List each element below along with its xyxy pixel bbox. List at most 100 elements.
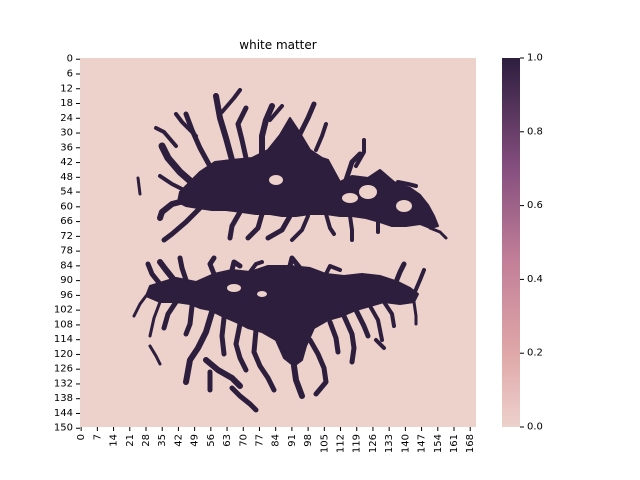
lower-branch-26 bbox=[327, 319, 341, 355]
lower-branch-16 bbox=[183, 303, 195, 337]
lower-branch-28 bbox=[353, 307, 371, 339]
upper-branch-10 bbox=[235, 105, 249, 161]
x-tick-label: 154 bbox=[433, 434, 444, 453]
x-tick-label: 7 bbox=[92, 434, 103, 440]
lower-branch-17 bbox=[183, 309, 215, 385]
y-tick-label: 84 bbox=[60, 260, 73, 271]
upper-branch-6 bbox=[174, 112, 198, 138]
upper-branch-18 bbox=[245, 211, 265, 241]
upper-branch-1 bbox=[158, 142, 200, 190]
colorbar-tick-label: 1.0 bbox=[527, 53, 543, 64]
upper-branch-20 bbox=[290, 214, 310, 242]
x-tick-label: 105 bbox=[319, 434, 330, 453]
upper-branch-5 bbox=[183, 111, 215, 173]
lower-hole-2 bbox=[257, 291, 267, 297]
y-tick-label: 66 bbox=[60, 216, 73, 227]
upper-hole-3 bbox=[396, 200, 412, 212]
y-tick-label: 6 bbox=[67, 68, 73, 79]
heatmap-area bbox=[80, 58, 476, 427]
lower-branch-5 bbox=[229, 259, 243, 273]
lower-branch-8 bbox=[324, 264, 342, 276]
lower-branch-13 bbox=[161, 299, 179, 331]
x-tick-label: 84 bbox=[271, 434, 282, 447]
colorbar-gradient bbox=[502, 58, 520, 427]
lower-branch-12 bbox=[132, 294, 148, 318]
upper-branch-21 bbox=[324, 212, 336, 236]
colorbar-tick-label: 0.6 bbox=[527, 200, 543, 211]
y-tick-label: 18 bbox=[60, 98, 73, 109]
y-tick-label: 42 bbox=[60, 157, 73, 168]
y-tick-label: 96 bbox=[60, 290, 73, 301]
x-tick-label: 70 bbox=[238, 434, 249, 447]
y-tick-label: 132 bbox=[54, 378, 73, 389]
upper-branch-22 bbox=[348, 214, 354, 242]
lower-branch-9 bbox=[393, 261, 407, 285]
x-tick-label: 49 bbox=[190, 434, 201, 447]
upper-branch-4 bbox=[161, 205, 203, 243]
y-tick-label: 30 bbox=[60, 128, 73, 139]
x-tick-label: 140 bbox=[400, 434, 411, 453]
x-tick-label: 77 bbox=[254, 434, 265, 447]
heatmap-background bbox=[80, 58, 476, 427]
lower-branch-4 bbox=[207, 255, 217, 277]
y-tick-label: 60 bbox=[60, 201, 73, 212]
upper-branch-17 bbox=[227, 209, 243, 241]
lower-branch-11 bbox=[412, 300, 418, 326]
lower-branch-30 bbox=[382, 300, 396, 328]
x-tick-label: 147 bbox=[417, 434, 428, 453]
upper-branch-11 bbox=[259, 103, 275, 157]
x-tick-label: 21 bbox=[125, 434, 136, 447]
colorbar-ticks: 0.0 0.2 0.4 0.6 0.8 1.0 bbox=[520, 53, 543, 433]
lower-branch-24 bbox=[291, 363, 305, 399]
colorbar-tick-label: 0.0 bbox=[527, 422, 543, 433]
lower-hole-1 bbox=[227, 284, 241, 292]
lower-branch-25 bbox=[307, 337, 329, 397]
upper-branch-26 bbox=[136, 176, 142, 196]
upper-hole-4 bbox=[342, 193, 358, 203]
upper-branch-9 bbox=[220, 88, 242, 114]
upper-branch-25 bbox=[428, 226, 448, 240]
y-tick-label: 90 bbox=[60, 275, 73, 286]
lower-branch-6 bbox=[248, 260, 264, 274]
lower-branch-18 bbox=[203, 357, 243, 389]
upper-branch-13 bbox=[297, 101, 317, 137]
y-tick-label: 78 bbox=[60, 246, 73, 257]
x-tick-label: 63 bbox=[222, 434, 233, 447]
x-tick-label: 126 bbox=[368, 434, 379, 453]
y-tick-label: 126 bbox=[54, 364, 73, 375]
y-tick-label: 108 bbox=[54, 319, 73, 330]
y-tick-label: 120 bbox=[54, 349, 73, 360]
upper-branch-15 bbox=[343, 151, 363, 183]
lower-branch-29 bbox=[368, 304, 384, 342]
x-axis: 0 7 14 21 28 35 42 49 56 63 70 77 84 91 98 105 112 119 126… bbox=[76, 427, 476, 453]
x-tick-label: 0 bbox=[76, 434, 87, 440]
upper-branch-2 bbox=[158, 174, 190, 194]
x-tick-label: 133 bbox=[384, 434, 395, 453]
x-tick-label: 112 bbox=[336, 434, 347, 453]
y-tick-label: 72 bbox=[60, 231, 73, 242]
x-tick-label: 35 bbox=[157, 434, 168, 447]
lower-branch-21 bbox=[233, 321, 249, 373]
upper-branch-3 bbox=[157, 197, 191, 221]
x-tick-label: 28 bbox=[141, 434, 152, 447]
x-tick-label: 56 bbox=[206, 434, 217, 447]
y-tick-label: 114 bbox=[54, 334, 73, 345]
x-tick-label: 91 bbox=[287, 434, 298, 447]
colorbar: 0.0 0.2 0.4 0.6 0.8 1.0 bbox=[502, 53, 543, 433]
upper-branch-8 bbox=[213, 93, 235, 163]
x-tick-label: 119 bbox=[352, 434, 363, 453]
upper-branch-14 bbox=[314, 122, 328, 152]
upper-branch-16 bbox=[354, 138, 366, 168]
white-matter-mask bbox=[132, 88, 448, 413]
y-tick-label: 24 bbox=[60, 113, 73, 124]
x-tick-label: 168 bbox=[465, 434, 476, 453]
lower-branch-14 bbox=[148, 300, 162, 338]
lower-branch-23 bbox=[229, 385, 259, 413]
x-tick-label: 98 bbox=[303, 434, 314, 447]
lower-branch-27 bbox=[341, 313, 357, 365]
upper-hole-2 bbox=[359, 185, 377, 199]
upper-branch-19 bbox=[265, 213, 293, 241]
colorbar-tick-label: 0.8 bbox=[527, 126, 543, 137]
lower-mask-core bbox=[145, 265, 419, 367]
lower-branch-3 bbox=[177, 255, 189, 283]
